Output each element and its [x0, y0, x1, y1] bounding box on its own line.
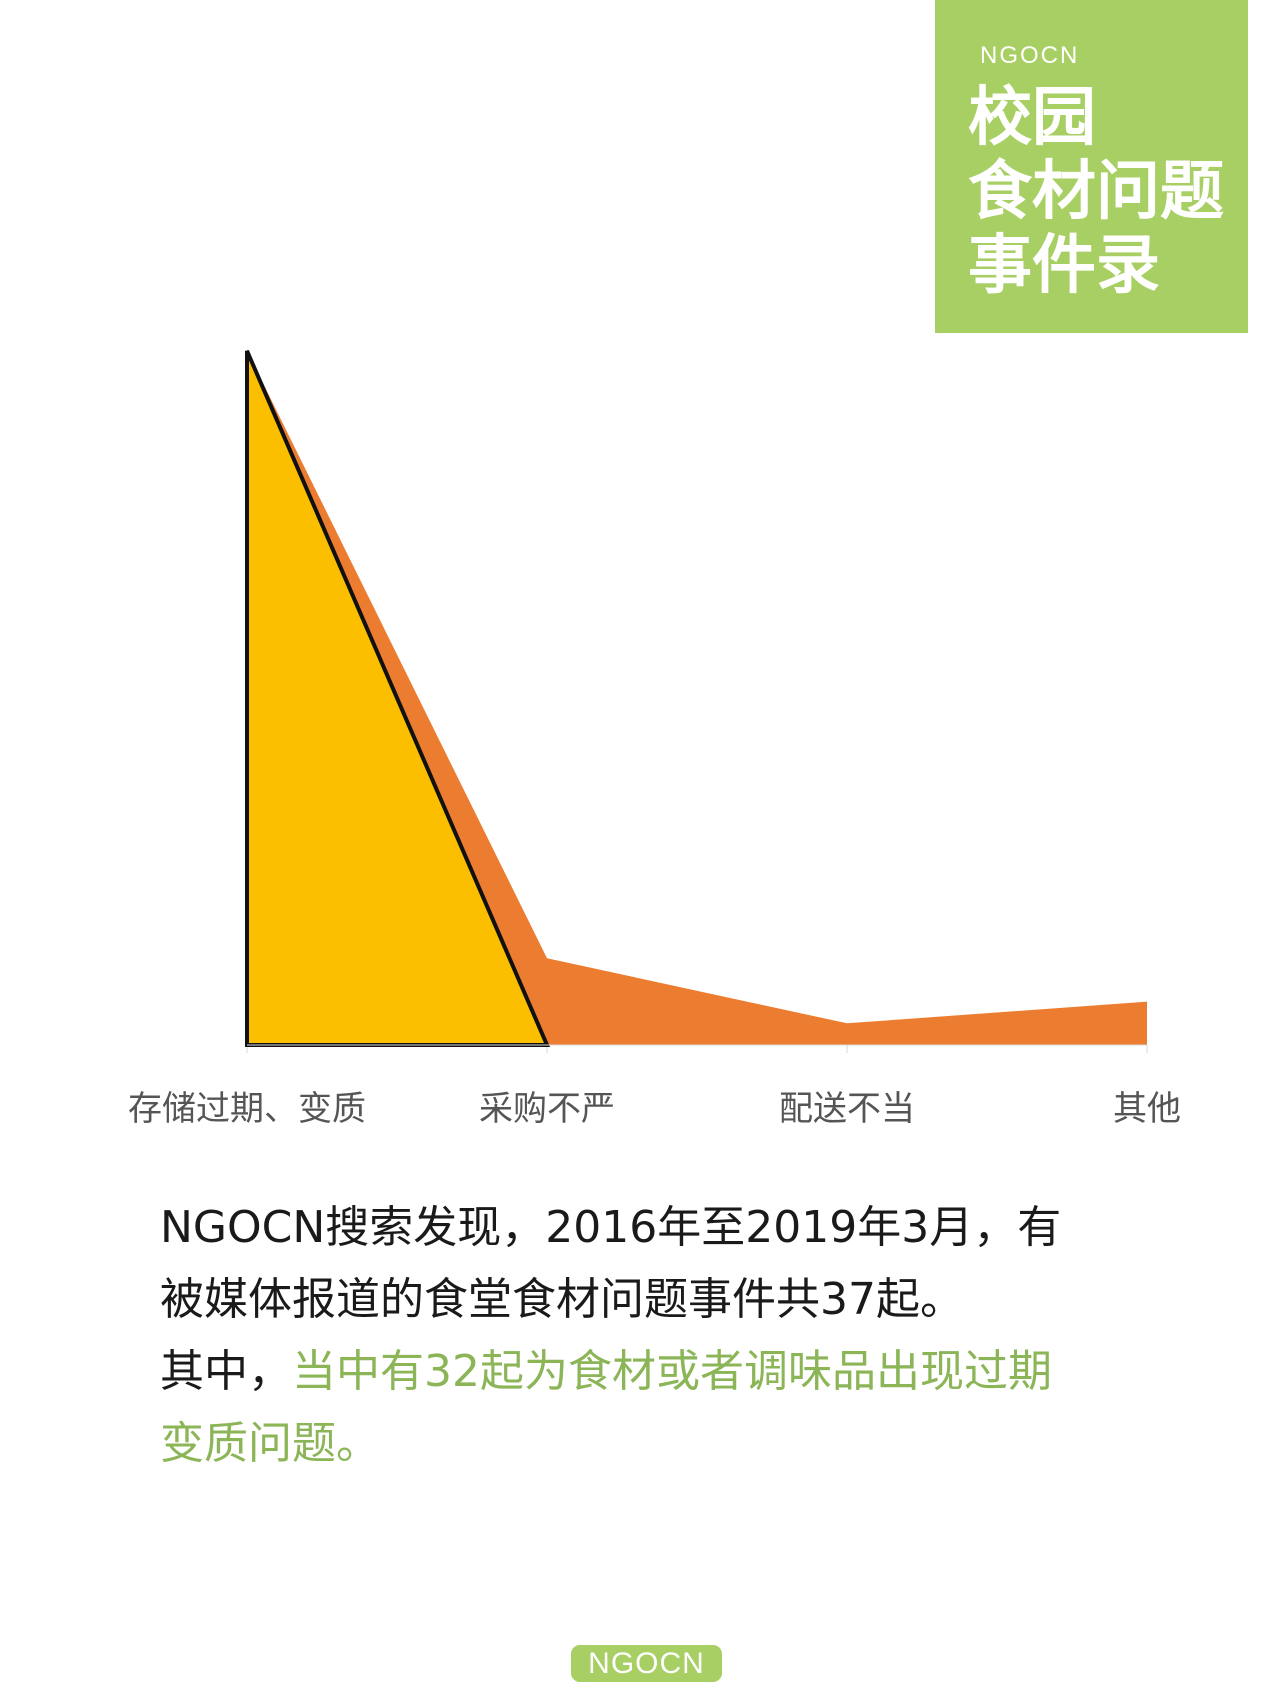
footer-brand-badge: NGOCN	[571, 1645, 722, 1682]
x-tick-label-3: 其他	[1113, 1089, 1181, 1129]
x-tick-label-1: 采购不严	[479, 1089, 615, 1129]
area-series-1	[245, 350, 551, 1047]
description-line-1: NGOCN搜索发现，2016年至2019年3月，有	[160, 1202, 1062, 1253]
x-tick-label-2: 配送不当	[779, 1089, 915, 1129]
title-line-3: 事件录	[968, 229, 1160, 303]
description-highlight-2: 变质问题。	[160, 1418, 380, 1469]
area-chart: 存储过期、变质 采购不严 配送不当 其他	[128, 350, 1181, 1129]
title-line-1: 校园	[968, 81, 1096, 155]
description-line-3: 其中，当中有32起为食材或者调味品出现过期	[160, 1336, 1170, 1408]
description-prefix: 其中，	[160, 1346, 292, 1397]
description-text: NGOCN搜索发现，2016年至2019年3月，有 被媒体报道的食堂食材问题事件…	[160, 1192, 1170, 1480]
title-line-2: 食材问题	[968, 155, 1224, 229]
brand-logo-small: NGOCN	[980, 42, 1080, 69]
description-highlight-1: 当中有32起为食材或者调味品出现过期	[292, 1346, 1052, 1397]
x-tick-label-0: 存储过期、变质	[128, 1089, 366, 1129]
title-block: NGOCN 校园 食材问题 事件录	[935, 0, 1248, 333]
description-line-2: 被媒体报道的食堂食材问题事件共37起。	[160, 1274, 964, 1325]
